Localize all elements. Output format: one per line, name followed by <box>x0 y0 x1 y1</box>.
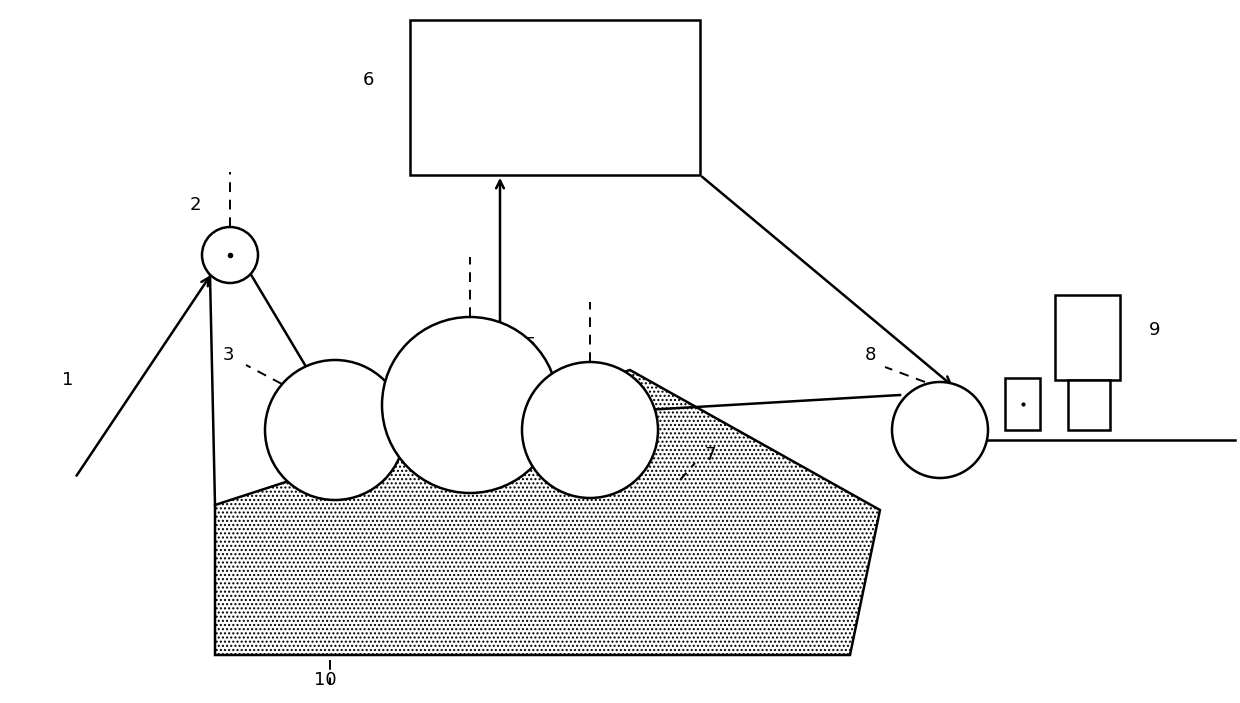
Bar <box>1055 295 1120 380</box>
Polygon shape <box>215 370 880 655</box>
Text: 5: 5 <box>525 336 536 354</box>
Bar <box>410 20 701 175</box>
Text: 9: 9 <box>1149 321 1161 339</box>
Text: 3: 3 <box>222 346 234 364</box>
Text: 8: 8 <box>864 346 875 364</box>
Circle shape <box>892 382 988 478</box>
Text: 2: 2 <box>190 196 201 214</box>
Text: 1: 1 <box>62 371 73 389</box>
Text: 4: 4 <box>412 336 424 354</box>
Circle shape <box>202 227 258 283</box>
Text: 6: 6 <box>362 71 373 89</box>
Circle shape <box>265 360 405 500</box>
Text: 10: 10 <box>314 671 336 689</box>
Text: 7: 7 <box>704 446 715 464</box>
Circle shape <box>522 362 658 498</box>
Circle shape <box>382 317 558 493</box>
Bar <box>1068 380 1110 430</box>
Bar <box>1004 378 1040 430</box>
